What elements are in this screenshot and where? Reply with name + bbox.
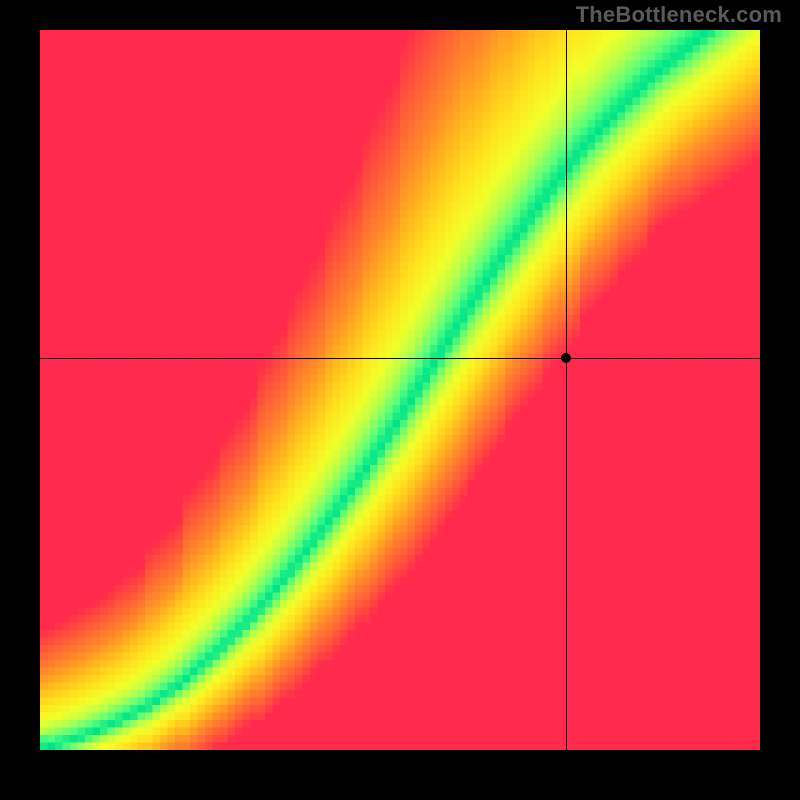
plot-area <box>40 30 760 750</box>
heatmap-canvas <box>40 30 760 750</box>
watermark-text: TheBottleneck.com <box>576 2 782 28</box>
chart-container: TheBottleneck.com <box>0 0 800 800</box>
